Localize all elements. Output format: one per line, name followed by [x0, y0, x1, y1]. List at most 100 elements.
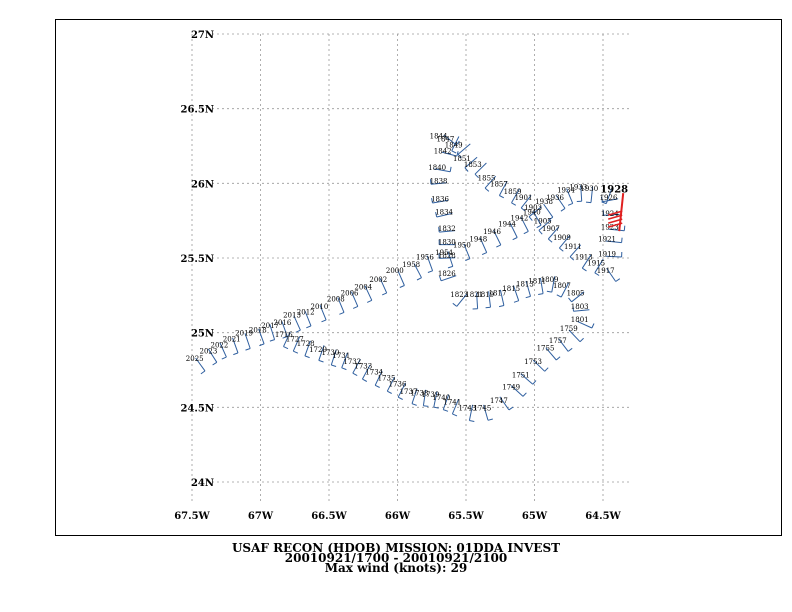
obs-time-label: 1859 — [504, 188, 522, 196]
axis-labels: 67.5W 67W 66.5W 66W 65.5W 65W 64.5W 24N 24.5N 25N… — [174, 30, 621, 522]
wind-barb-staff — [528, 206, 542, 218]
obs-time-label: 1956 — [416, 254, 434, 262]
wind-barb-flag — [498, 305, 505, 308]
obs-time-label: 1753 — [524, 358, 542, 366]
obs-time-label: 1913 — [575, 254, 593, 262]
wind-barb-staff — [520, 373, 534, 385]
wind-barb-flag — [387, 390, 392, 394]
obs-time-label: 1940 — [523, 209, 541, 217]
wind-barb-flag — [582, 267, 587, 272]
wind-barb-staff — [433, 391, 438, 408]
wind-barb-staff — [547, 226, 560, 240]
x-tick-label: 67W — [248, 511, 274, 522]
wind-barb-flag — [469, 420, 475, 422]
wind-barb-staff — [244, 333, 251, 349]
obs-time-label: 1847 — [436, 136, 454, 144]
wind-barb-staff — [439, 257, 456, 259]
max-wind: Max wind (knots): 29 — [324, 561, 468, 575]
wind-barb-staff — [219, 342, 227, 358]
wind-barb-flag — [455, 140, 460, 146]
wind-barb-staff — [509, 222, 518, 238]
obs-time-label: 1730 — [321, 349, 339, 357]
wind-barb-staff — [232, 337, 239, 354]
wind-barb-staff — [594, 258, 604, 274]
obs-time-label: 1821 — [465, 291, 483, 299]
wind-barb-flag — [282, 336, 288, 339]
wind-barb-flag — [306, 325, 312, 329]
wind-barb-staff — [580, 185, 583, 202]
wind-barb-staff — [411, 388, 418, 404]
wind-barb-flag — [438, 227, 440, 233]
wind-barb-staff — [319, 304, 327, 321]
wind-barb-staff — [539, 277, 544, 294]
wind-barb-staff — [281, 321, 288, 337]
wind-barb-flag — [594, 272, 600, 276]
wind-barb-staff — [560, 282, 570, 298]
x-tick-label: 66W — [385, 511, 411, 522]
obs-time-label: 1757 — [549, 337, 567, 345]
mission-title: USAF RECON (HDOB) MISSION: 01DDA INVEST — [231, 541, 561, 555]
obs-time-label: 2025 — [186, 355, 204, 363]
wind-barb-flag — [544, 367, 549, 372]
wind-barb-staff — [543, 203, 554, 218]
wind-barb-flag — [623, 225, 626, 231]
wind-barb-staff — [258, 328, 265, 345]
wind-barb-staff — [397, 270, 405, 286]
y-tick-label: 27N — [191, 30, 214, 41]
obs-time-label: 2017 — [261, 322, 279, 330]
obs-time-label: 1933 — [569, 183, 587, 191]
wind-barb-flag — [200, 370, 206, 375]
wind-barb-staff — [304, 310, 312, 327]
obs-time-label: 1921 — [598, 236, 616, 244]
obs-time-label: 1727 — [286, 336, 304, 344]
wind-barb-staff — [605, 188, 613, 204]
wind-barb-staff — [483, 404, 489, 421]
obs-time-label: 1828 — [438, 252, 456, 260]
wind-barb-staff — [283, 331, 291, 347]
wind-barb-flag — [579, 337, 584, 343]
wind-barb-flag — [567, 347, 573, 352]
wind-barb-staff — [434, 168, 451, 173]
obs-time-label: 1747 — [490, 397, 508, 405]
wind-barb-flag — [321, 319, 327, 323]
wind-barb-flag — [601, 201, 607, 205]
wind-barb-staff — [352, 358, 361, 374]
x-tick-label: 65W — [522, 511, 548, 522]
wind-barb-staff — [538, 219, 552, 231]
wind-barb-flag — [572, 306, 574, 312]
obs-time-label: 1938 — [535, 198, 553, 206]
obs-time-label: 1930 — [580, 185, 598, 193]
obs-time-label: 1926 — [600, 194, 618, 202]
obs-time-label: 1842 — [434, 148, 452, 156]
wind-barb-flag — [585, 201, 592, 204]
wind-barb-staff — [447, 251, 454, 267]
wind-barb-flag — [433, 406, 439, 409]
wind-barb-staff — [374, 370, 383, 386]
obs-time-label: 1836 — [431, 195, 449, 203]
wind-barb-staff — [293, 315, 301, 331]
wind-barb-staff — [451, 399, 460, 415]
wind-barb-staff — [474, 162, 487, 175]
y-tick-label: 24.5N — [181, 403, 215, 414]
wind-barb-flag — [511, 202, 517, 206]
wind-barb-flag — [512, 237, 518, 241]
wind-barb-staff — [443, 134, 457, 146]
obs-time-label: 1948 — [469, 236, 487, 244]
y-tick-label: 25N — [191, 329, 214, 340]
y-tick-label: 26N — [191, 179, 214, 190]
wind-barb-staff — [558, 338, 569, 352]
obs-time-label: 1817 — [489, 289, 507, 297]
obs-time-label: 1805 — [567, 289, 585, 297]
wind-barb-flag — [221, 356, 227, 360]
obs-time-label: 1917 — [597, 267, 615, 275]
wind-barb-flag — [451, 150, 457, 154]
obs-time-label: 2012 — [297, 309, 315, 317]
wind-barb-flag — [546, 290, 552, 293]
wind-barb-flag — [331, 364, 337, 367]
wind-barb-flag — [560, 207, 566, 212]
obs-time-label: 1958 — [402, 261, 420, 269]
wind-barb-flag — [427, 270, 433, 273]
latest-barb-flag — [608, 218, 623, 224]
obs-time-label: 2008 — [327, 295, 345, 303]
lat-lon-grid — [191, 33, 630, 502]
